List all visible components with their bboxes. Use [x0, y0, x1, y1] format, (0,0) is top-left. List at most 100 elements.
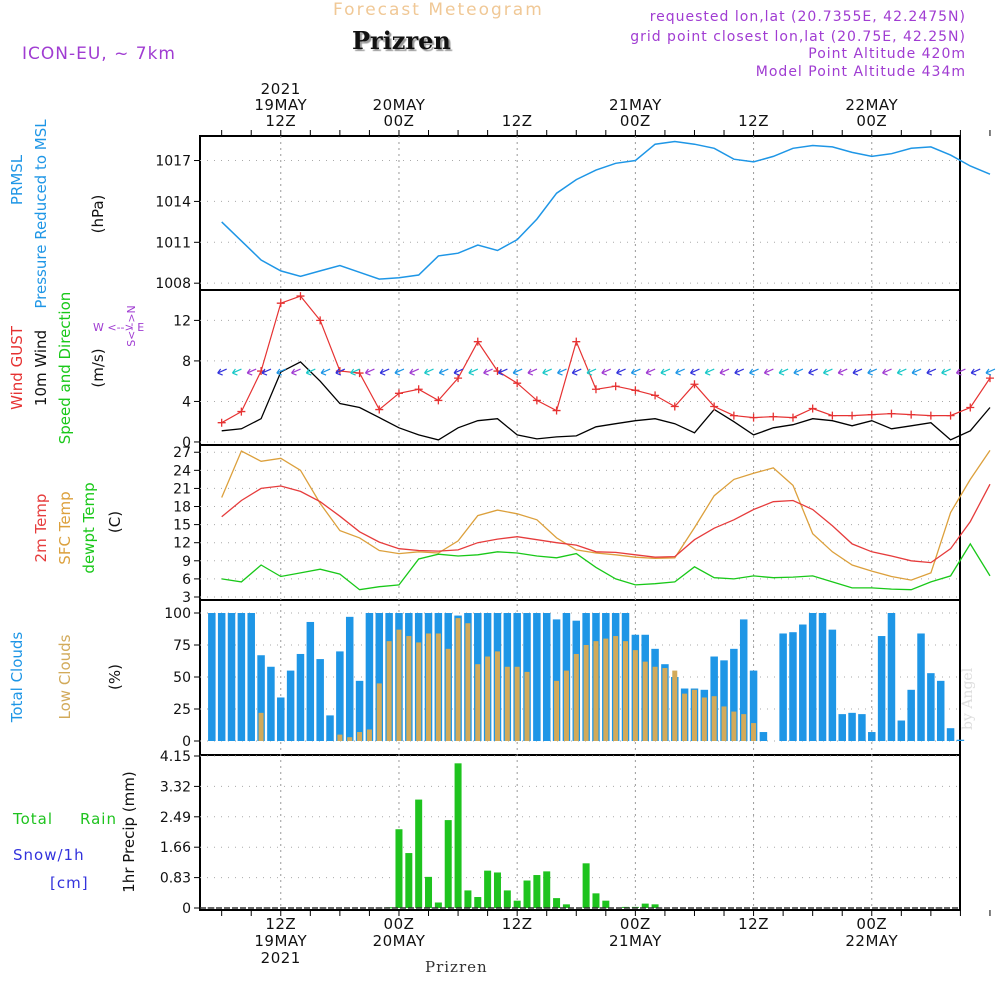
- wind-direction-arrow: [675, 368, 685, 376]
- low-clouds-bar: [347, 737, 353, 741]
- wind-direction-arrow: [438, 368, 449, 376]
- gust-marker: [848, 411, 857, 420]
- y-tick-label-wind: 0: [182, 435, 191, 451]
- rain-label: Rain: [80, 810, 117, 828]
- low-clouds-bar: [613, 636, 619, 741]
- top-time-label: 19MAY: [254, 96, 307, 114]
- y-tick-label-temp: 27: [173, 445, 191, 461]
- gust-marker: [217, 418, 226, 427]
- forecast-label: Forecast Meteogram: [333, 0, 544, 20]
- top-time-label: 00Z: [856, 112, 887, 130]
- location-title: Prizren: [352, 26, 451, 55]
- gust-marker: [513, 379, 522, 388]
- bottom-time-label: 19MAY: [254, 932, 307, 950]
- low-clouds-bar: [731, 711, 737, 741]
- wind-direction-arrow: [660, 368, 671, 376]
- gust-marker: [316, 316, 325, 325]
- wind-direction-arrow: [896, 368, 907, 376]
- total-clouds-bar: [296, 653, 305, 741]
- total-clouds-bar: [336, 651, 344, 741]
- total-clouds-bar: [799, 624, 807, 741]
- total-clouds-bar: [858, 714, 866, 741]
- y-tick-label-clouds: 100: [164, 606, 191, 622]
- top-time-label: 12Z: [502, 112, 533, 130]
- 2m-temp-label: 2m Temp: [32, 494, 50, 563]
- gust-marker: [867, 410, 876, 419]
- wind-direction-arrow: [231, 368, 242, 376]
- low-clouds-bar: [721, 706, 727, 741]
- gust-marker: [237, 407, 246, 416]
- gust-marker: [966, 403, 975, 412]
- y-tick-label-precip: 4.15: [160, 749, 191, 765]
- total-clouds-bar: [227, 613, 236, 741]
- total-clouds-bar: [936, 680, 945, 741]
- wind-direction-arrow: [335, 368, 346, 376]
- compass-sn: S<-->N: [125, 305, 138, 347]
- clouds-panel: [208, 613, 965, 741]
- precip-mm-label: 1hr Precip (mm): [120, 771, 138, 892]
- total-clouds-bar: [808, 613, 817, 741]
- gust-marker: [651, 391, 660, 400]
- gust-marker: [296, 292, 305, 301]
- wind-direction-arrow: [586, 368, 597, 376]
- hpa-label: (hPa): [89, 195, 107, 234]
- y-tick-label-temp: 12: [173, 536, 191, 552]
- gust-marker: [473, 337, 482, 346]
- wind-direction-arrow: [941, 368, 951, 376]
- wind-direction-arrow: [394, 368, 405, 376]
- low-clouds-bar: [494, 651, 500, 741]
- y-tick-label-precip: 3.32: [160, 779, 191, 795]
- y-tick-label-precip: 0.83: [160, 871, 191, 887]
- low-clouds-bar: [445, 648, 451, 741]
- dewpt-label: dewpt Temp: [80, 482, 98, 573]
- grid-lines: [194, 130, 991, 916]
- gust-marker: [828, 411, 837, 420]
- total-clouds-bar: [739, 619, 748, 741]
- low-clouds-bar: [396, 629, 402, 741]
- low-clouds-bar: [386, 641, 392, 741]
- total-clouds-bar: [848, 712, 856, 741]
- wind-direction-arrow: [778, 368, 789, 376]
- wind-speed-line: [221, 361, 991, 441]
- wind-direction-arrow: [837, 368, 848, 376]
- gust-marker: [887, 409, 896, 418]
- total-clouds-bar: [306, 621, 315, 741]
- model-altitude: Model Point Altitude 434m: [755, 64, 966, 80]
- speed-direction-label: Speed and Direction: [56, 292, 74, 445]
- wind-direction-arrow: [305, 368, 316, 376]
- wind-direction-arrow: [911, 368, 922, 376]
- bottom-time-label: 00Z: [620, 915, 651, 933]
- precip-panel: [200, 763, 960, 909]
- y-tick-label-precip: 2.49: [160, 810, 191, 826]
- gust-marker: [434, 396, 443, 405]
- bottom-time-label: 12Z: [738, 915, 769, 933]
- top-time-label: 20MAY: [373, 96, 426, 114]
- gust-marker: [690, 380, 699, 389]
- total-clouds-bar: [286, 670, 295, 741]
- total-clouds-bar: [365, 613, 374, 741]
- total-clouds-bar: [907, 689, 915, 741]
- rain-bar: [484, 870, 492, 908]
- bottom-time-label: 22MAY: [845, 932, 898, 950]
- total-clouds-bar: [956, 739, 965, 741]
- rain-bar: [454, 763, 462, 908]
- footer-location: Prizren: [425, 958, 488, 976]
- panel-side-labels: PRMSL Pressure Reduced to MSL (hPa) Wind GU…: [8, 119, 144, 893]
- total-clouds-bar: [277, 697, 285, 741]
- wind-panel: [217, 292, 996, 441]
- y-tick-label-wind: 12: [173, 313, 191, 329]
- bottom-time-label: 12Z: [502, 915, 533, 933]
- rain-bar: [434, 902, 442, 908]
- y-tick-label-precip: 1.66: [160, 840, 191, 856]
- rain-bar: [523, 880, 531, 908]
- low-clouds-bar: [603, 638, 609, 741]
- y-tick-label-temp: 21: [173, 481, 191, 497]
- rain-bar: [543, 871, 551, 908]
- 2m-temp-line: [221, 483, 991, 564]
- low-clouds-bar: [701, 697, 707, 741]
- y-tick-label-temp: 3: [182, 590, 191, 606]
- total-clouds-bar: [375, 613, 384, 741]
- total-clouds-bar: [542, 613, 551, 741]
- wind-direction-arrow: [291, 368, 301, 376]
